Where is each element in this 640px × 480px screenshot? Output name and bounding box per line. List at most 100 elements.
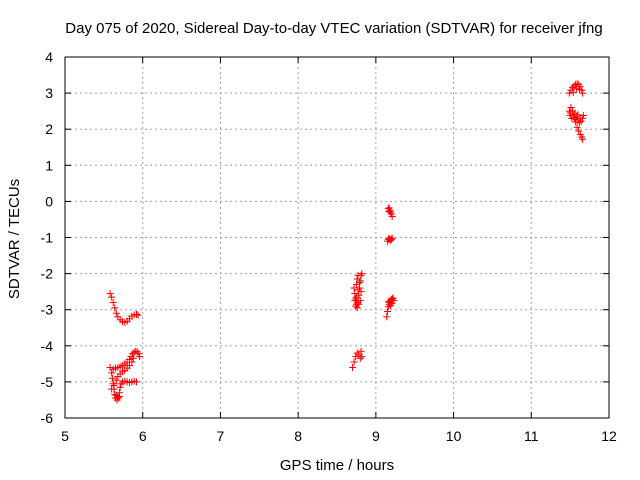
data-point-cluster-4 bbox=[579, 89, 587, 97]
data-point-cluster-2 bbox=[356, 277, 364, 285]
data-point-cluster-1 bbox=[108, 385, 116, 393]
data-point-cluster-1 bbox=[133, 348, 141, 356]
data-point-cluster-1 bbox=[128, 358, 136, 366]
data-point-cluster-3 bbox=[385, 208, 393, 216]
data-point-cluster-3 bbox=[388, 213, 396, 221]
y-tick-label: 4 bbox=[45, 49, 53, 65]
data-point-cluster-1 bbox=[109, 380, 117, 388]
data-point-cluster-4 bbox=[567, 104, 575, 112]
data-point-cluster-4 bbox=[575, 127, 583, 135]
data-point-cluster-2 bbox=[352, 280, 360, 288]
data-point-cluster-1 bbox=[111, 304, 119, 312]
data-point-cluster-2 bbox=[353, 275, 361, 283]
x-tick-label: 11 bbox=[524, 428, 539, 444]
data-point-cluster-2 bbox=[354, 286, 362, 294]
y-tick-label: 1 bbox=[45, 157, 53, 173]
data-point-cluster-2 bbox=[356, 354, 364, 362]
y-tick-label: -1 bbox=[41, 230, 54, 246]
data-point-cluster-4 bbox=[568, 84, 576, 92]
data-point-cluster-4 bbox=[574, 111, 582, 119]
data-point-cluster-2 bbox=[357, 347, 365, 355]
data-point-cluster-2 bbox=[355, 351, 363, 359]
data-point-cluster-1 bbox=[112, 309, 120, 317]
data-point-cluster-2 bbox=[355, 300, 363, 308]
data-point-cluster-3 bbox=[384, 298, 392, 306]
data-point-cluster-4 bbox=[573, 80, 581, 88]
data-point-cluster-2 bbox=[358, 270, 366, 278]
data-point-cluster-2 bbox=[354, 271, 362, 279]
y-tick-label: -6 bbox=[41, 410, 54, 426]
x-tick-label: 9 bbox=[372, 428, 380, 444]
data-point-cluster-3 bbox=[388, 299, 396, 307]
data-point-cluster-1 bbox=[132, 310, 140, 318]
data-point-cluster-4 bbox=[579, 111, 587, 119]
data-point-cluster-1 bbox=[116, 383, 124, 391]
data-point-cluster-3 bbox=[383, 313, 391, 321]
data-point-cluster-3 bbox=[388, 234, 396, 242]
data-point-cluster-1 bbox=[135, 350, 143, 358]
data-point-cluster-4 bbox=[575, 119, 583, 127]
data-point-cluster-4 bbox=[572, 118, 580, 126]
data-point-cluster-2 bbox=[351, 289, 359, 297]
data-point-cluster-2 bbox=[352, 293, 360, 301]
x-tick-label: 5 bbox=[61, 428, 69, 444]
grid bbox=[65, 57, 609, 418]
y-tick-label: -4 bbox=[41, 338, 54, 354]
data-point-cluster-2 bbox=[356, 279, 364, 287]
data-point-cluster-4 bbox=[575, 85, 583, 93]
data-point-cluster-4 bbox=[576, 114, 584, 122]
data-point-cluster-2 bbox=[353, 349, 361, 357]
data-point-cluster-1 bbox=[117, 380, 125, 388]
data-point-cluster-4 bbox=[570, 114, 578, 122]
data-point-cluster-1 bbox=[129, 354, 137, 362]
data-point-cluster-1 bbox=[106, 363, 114, 371]
chart-title: Day 075 of 2020, Sidereal Day-to-day VTE… bbox=[65, 20, 602, 37]
data-point-cluster-2 bbox=[357, 288, 365, 296]
data-point-cluster-1 bbox=[114, 393, 122, 401]
data-point-cluster-3 bbox=[386, 206, 394, 214]
data-point-cluster-4 bbox=[573, 123, 581, 131]
data-point-cluster-2 bbox=[350, 358, 358, 366]
data-point-cluster-2 bbox=[352, 295, 360, 303]
x-tick-label: 7 bbox=[217, 428, 225, 444]
data-point-cluster-4 bbox=[566, 109, 574, 117]
data-point-cluster-1 bbox=[108, 369, 116, 377]
y-axis-label: SDTVAR / TECUs bbox=[6, 179, 23, 299]
x-tick-label: 8 bbox=[294, 428, 302, 444]
data-point-cluster-1 bbox=[112, 376, 120, 384]
x-tick-label: 12 bbox=[601, 428, 617, 444]
data-point-cluster-3 bbox=[387, 235, 395, 243]
x-tick-label: 6 bbox=[139, 428, 147, 444]
data-point-cluster-4 bbox=[579, 135, 587, 143]
x-axis-label: GPS time / hours bbox=[280, 457, 394, 474]
y-tick-label: 2 bbox=[45, 121, 53, 137]
data-point-cluster-1 bbox=[136, 353, 144, 361]
data-point-cluster-4 bbox=[576, 83, 584, 91]
data-point-cluster-4 bbox=[572, 85, 580, 93]
data-point-cluster-1 bbox=[112, 392, 120, 400]
data-point-cluster-2 bbox=[358, 353, 366, 361]
data-point-cluster-1 bbox=[132, 378, 140, 386]
y-tick-label: 0 bbox=[45, 193, 53, 209]
data-point-cluster-1 bbox=[108, 374, 116, 382]
y-tick-label: -3 bbox=[41, 302, 54, 318]
data-point-cluster-1 bbox=[109, 298, 117, 306]
data-point-cluster-1 bbox=[108, 293, 116, 301]
data-point-cluster-4 bbox=[577, 117, 585, 125]
data-point-cluster-1 bbox=[110, 382, 118, 390]
data-point-cluster-1 bbox=[115, 392, 123, 400]
data-point-cluster-1 bbox=[113, 396, 121, 404]
data-point-cluster-1 bbox=[126, 362, 134, 370]
data-point-cluster-4 bbox=[569, 88, 577, 96]
data-point-cluster-2 bbox=[353, 304, 361, 312]
data-point-cluster-4 bbox=[565, 89, 573, 97]
data-point-cluster-2 bbox=[349, 363, 357, 371]
data-point-cluster-2 bbox=[356, 297, 364, 305]
plot-frame bbox=[64, 56, 610, 419]
data-point-cluster-4 bbox=[571, 115, 579, 123]
data-point-cluster-3 bbox=[384, 308, 392, 316]
y-tick-label: -5 bbox=[41, 374, 54, 390]
data-point-cluster-2 bbox=[352, 302, 360, 310]
data-point-cluster-3 bbox=[384, 205, 392, 213]
